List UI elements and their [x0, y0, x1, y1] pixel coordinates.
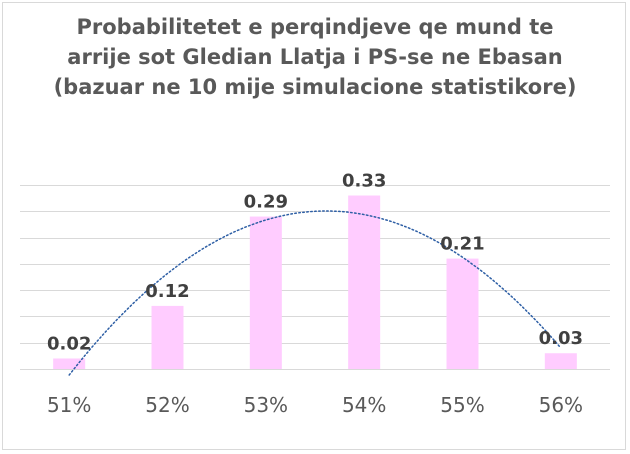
x-tick-label: 52% — [145, 393, 189, 417]
data-label: 0.33 — [342, 171, 386, 192]
trendline — [68, 210, 562, 376]
data-label: 0.29 — [244, 192, 288, 213]
data-label: 0.03 — [539, 328, 583, 349]
chart-frame — [2, 2, 626, 450]
x-tick-label: 54% — [342, 393, 386, 417]
chart-title-line-3: (bazuar ne 10 mije simulacione statistik… — [53, 75, 577, 99]
bar-52 — [151, 305, 184, 369]
x-tick-label: 56% — [539, 393, 583, 417]
bar-55 — [446, 258, 479, 369]
bars — [53, 195, 577, 369]
data-label: 0.21 — [440, 234, 484, 255]
chart-title-line-1: Probabilitetet e perqindjeve qe mund te — [76, 15, 554, 39]
bar-53 — [249, 216, 282, 369]
bar-54 — [348, 195, 381, 369]
bar-56 — [544, 353, 577, 369]
data-label: 0.12 — [145, 281, 189, 302]
x-tick-label: 55% — [440, 393, 484, 417]
x-tick-label: 53% — [244, 393, 288, 417]
gridlines — [20, 185, 610, 370]
data-label: 0.02 — [47, 333, 91, 354]
chart-title: Probabilitetet e perqindjeve qe mund te … — [0, 12, 630, 102]
bar-51 — [53, 358, 86, 369]
chart-title-line-2: arrije sot Gledian Llatja i PS-se ne Eba… — [67, 45, 563, 69]
x-tick-label: 51% — [47, 393, 91, 417]
